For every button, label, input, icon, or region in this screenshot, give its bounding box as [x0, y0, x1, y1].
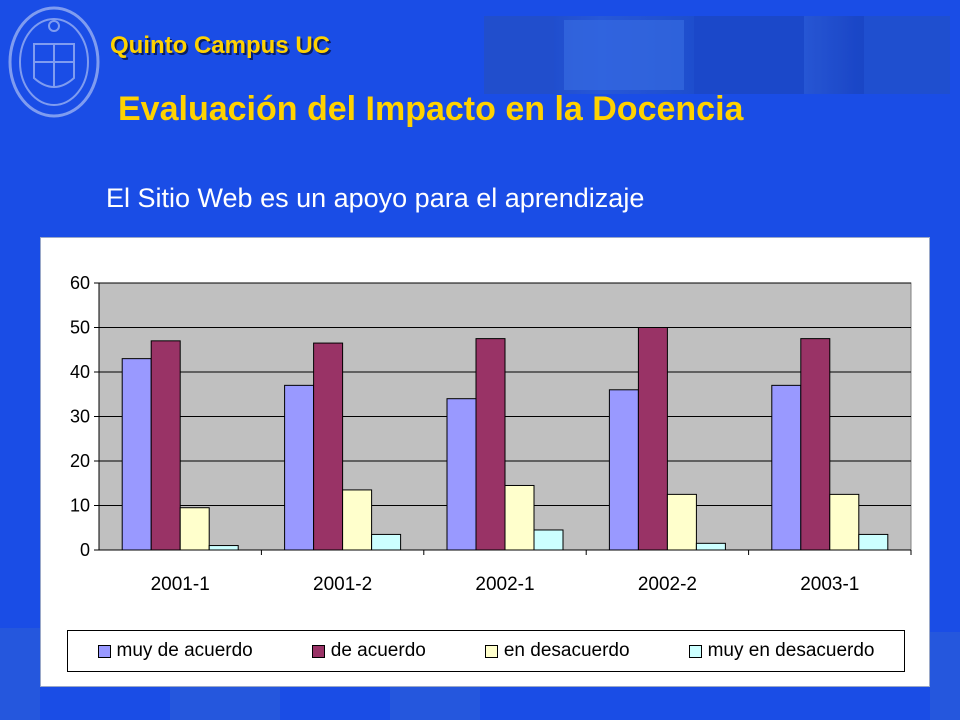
x-tick-label: 2003-1 [800, 574, 859, 595]
bar [121, 358, 152, 551]
bar [608, 389, 639, 551]
y-tick-label: 30 [70, 407, 90, 427]
legend-label: en desacuerdo [503, 640, 630, 661]
legend-swatch [311, 644, 325, 658]
bar [342, 489, 373, 551]
legend-label: de acuerdo [330, 640, 426, 661]
legend-entry: en desacuerdo [484, 640, 630, 662]
y-tick-label: 0 [80, 540, 90, 560]
bar [533, 529, 564, 551]
bar-chart: 0 10 20 30 40 50 60 2001-1 2001-2 2002-1 2002-2 200… [40, 237, 930, 687]
y-tick-label: 60 [70, 273, 90, 293]
bar [666, 493, 697, 551]
chart-legend: muy de acuerdo de acuerdo en desacuerdo muy… [67, 630, 905, 672]
slide-subtitle: El Sitio Web es un apoyo para el aprendi… [106, 183, 645, 213]
y-tick-label: 50 [70, 318, 90, 338]
legend-swatch [97, 644, 111, 658]
x-tick-label: 2002-2 [638, 574, 697, 595]
y-tick-label: 10 [70, 496, 90, 516]
chart-canvas: 0 10 20 30 40 50 60 2001-1 2001-2 2002-1 2002-2 200… [70, 273, 912, 595]
bar [829, 493, 860, 551]
bar [695, 542, 726, 551]
legend-label: muy de acuerdo [116, 640, 253, 661]
bar [208, 545, 239, 551]
legend-label: muy en desacuerdo [707, 640, 875, 661]
y-tick-label: 40 [70, 362, 90, 382]
brand-title: Quinto Campus UC [110, 32, 330, 59]
legend-entry: muy en desacuerdo [688, 640, 875, 662]
x-tick-label: 2002-1 [475, 574, 534, 595]
legend-swatch [484, 644, 498, 658]
bar [800, 338, 831, 551]
legend-entry: de acuerdo [311, 640, 426, 662]
bar [475, 338, 506, 551]
bar [371, 533, 402, 551]
bar [637, 327, 668, 551]
bar [771, 384, 802, 551]
university-seal-icon [8, 6, 100, 118]
slide-title: Evaluación del Impacto en la Docencia [118, 90, 744, 128]
bar [446, 398, 477, 551]
bar [150, 340, 181, 551]
bar [284, 384, 315, 551]
bar [504, 484, 535, 551]
x-tick-label: 2001-1 [151, 574, 210, 595]
x-tick-label: 2001-2 [313, 574, 372, 595]
bar [858, 533, 889, 551]
header-photo-banner [484, 16, 950, 94]
legend-swatch [688, 644, 702, 658]
y-tick-label: 20 [70, 451, 90, 471]
bar [313, 342, 344, 551]
legend-entry: muy de acuerdo [97, 640, 253, 662]
bar [179, 507, 210, 551]
